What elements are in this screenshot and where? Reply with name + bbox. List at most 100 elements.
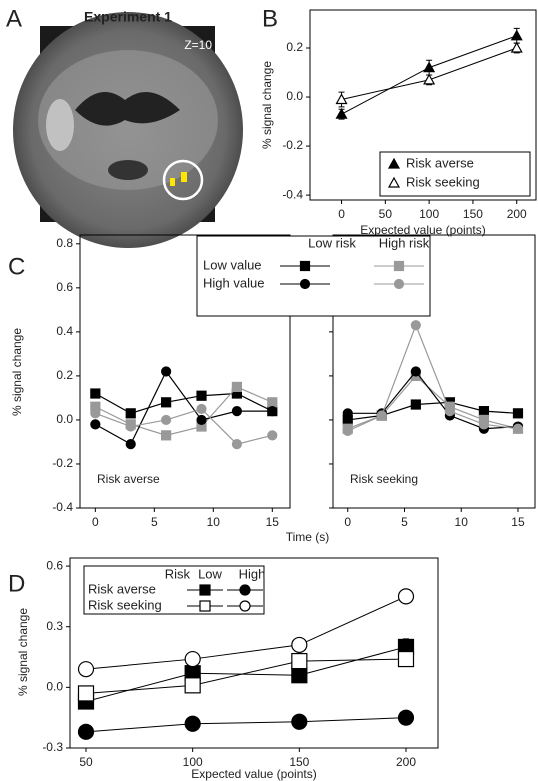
data-line — [348, 325, 518, 431]
marker — [445, 407, 454, 416]
x-axis-label: Expected value (points) — [191, 767, 316, 781]
legend-column: Low — [198, 566, 222, 581]
marker — [343, 426, 352, 435]
y-tick-label: 0.0 — [56, 412, 73, 426]
y-tick-label: 0.6 — [46, 558, 63, 572]
marker — [91, 420, 100, 429]
marker — [424, 63, 434, 72]
marker — [424, 75, 434, 84]
x-tick-label: 100 — [419, 207, 439, 221]
y-axis-label: % signal change — [16, 608, 30, 696]
data-line — [348, 372, 518, 429]
marker — [91, 409, 100, 418]
y-tick-label: 0.6 — [56, 280, 73, 294]
data-line — [348, 402, 518, 420]
y-tick-label: 0.0 — [46, 680, 63, 694]
figure: A Experiment 1 Z=10 B% signal change-0.4… — [0, 0, 538, 781]
marker — [292, 714, 307, 729]
legend-marker — [200, 585, 210, 595]
marker — [479, 420, 488, 429]
marker — [292, 654, 307, 669]
marker — [79, 686, 94, 701]
panel-name: Risk averse — [97, 472, 160, 486]
legend-marker — [200, 601, 210, 611]
marker — [411, 321, 420, 330]
x-tick-label: 15 — [511, 515, 525, 529]
x-tick-label: 5 — [151, 515, 158, 529]
panel-letter: C — [8, 253, 25, 280]
legend-marker — [395, 280, 404, 289]
marker — [126, 409, 135, 418]
y-axis-label: % signal change — [10, 328, 24, 416]
y-tick-label: -0.4 — [52, 500, 73, 514]
y-tick-label: 0.2 — [56, 368, 73, 382]
marker — [377, 411, 386, 420]
x-tick-label: 50 — [79, 755, 93, 769]
legend-column: High risk — [379, 235, 430, 250]
marker — [513, 409, 522, 418]
y-tick-label: 0.2 — [286, 40, 303, 54]
x-tick-label: 200 — [396, 755, 416, 769]
marker — [126, 422, 135, 431]
marker — [411, 367, 420, 376]
panel-letter: B — [262, 5, 278, 32]
marker — [343, 409, 352, 418]
legend-label: Risk seeking — [406, 174, 480, 189]
legend-marker — [301, 280, 310, 289]
marker — [411, 400, 420, 409]
legend-marker — [240, 601, 250, 611]
y-tick-label: -0.2 — [282, 138, 303, 152]
data-line — [348, 376, 518, 429]
marker — [185, 716, 200, 731]
marker — [268, 407, 277, 416]
image-title: Experiment 1 — [84, 9, 172, 25]
y-axis-label: % signal change — [260, 61, 274, 149]
legend-label: Risk averse — [406, 155, 474, 170]
marker — [268, 398, 277, 407]
marker — [292, 637, 307, 652]
legend-column: High — [239, 566, 266, 581]
data-line — [86, 718, 406, 732]
marker — [197, 415, 206, 424]
legend-row: High value — [203, 275, 264, 290]
y-tick-label: -0.3 — [42, 740, 63, 754]
panel-letter: A — [6, 5, 22, 32]
x-tick-label: 200 — [507, 207, 527, 221]
x-tick-label: 0 — [338, 207, 345, 221]
marker — [268, 431, 277, 440]
marker — [513, 424, 522, 433]
legend-marker — [395, 262, 404, 271]
x-tick-label: 15 — [266, 515, 280, 529]
y-tick-label: -0.2 — [52, 456, 73, 470]
y-tick-label: 0.0 — [286, 89, 303, 103]
marker — [162, 415, 171, 424]
panel-letter: D — [8, 570, 25, 597]
marker — [126, 440, 135, 449]
marker — [162, 367, 171, 376]
marker — [292, 668, 307, 683]
x-tick-label: 5 — [401, 515, 408, 529]
legend-row: Risk averse — [88, 581, 156, 596]
marker — [162, 431, 171, 440]
x-tick-label: 0 — [344, 515, 351, 529]
marker — [399, 589, 414, 604]
marker — [399, 652, 414, 667]
x-tick-label: 10 — [207, 515, 221, 529]
x-tick-label: 50 — [379, 207, 393, 221]
y-tick-label: 0.8 — [56, 236, 73, 250]
marker — [162, 398, 171, 407]
marker — [512, 43, 522, 52]
marker — [185, 678, 200, 693]
x-axis-label: Time (s) — [286, 530, 330, 544]
marker — [185, 652, 200, 667]
marker — [79, 724, 94, 739]
marker — [399, 710, 414, 725]
legend-marker — [240, 585, 250, 595]
x-tick-label: 0 — [92, 515, 99, 529]
marker — [232, 440, 241, 449]
marker — [79, 662, 94, 677]
legend-marker — [301, 262, 310, 271]
marker — [232, 382, 241, 391]
marker — [512, 31, 522, 40]
marker — [197, 404, 206, 413]
